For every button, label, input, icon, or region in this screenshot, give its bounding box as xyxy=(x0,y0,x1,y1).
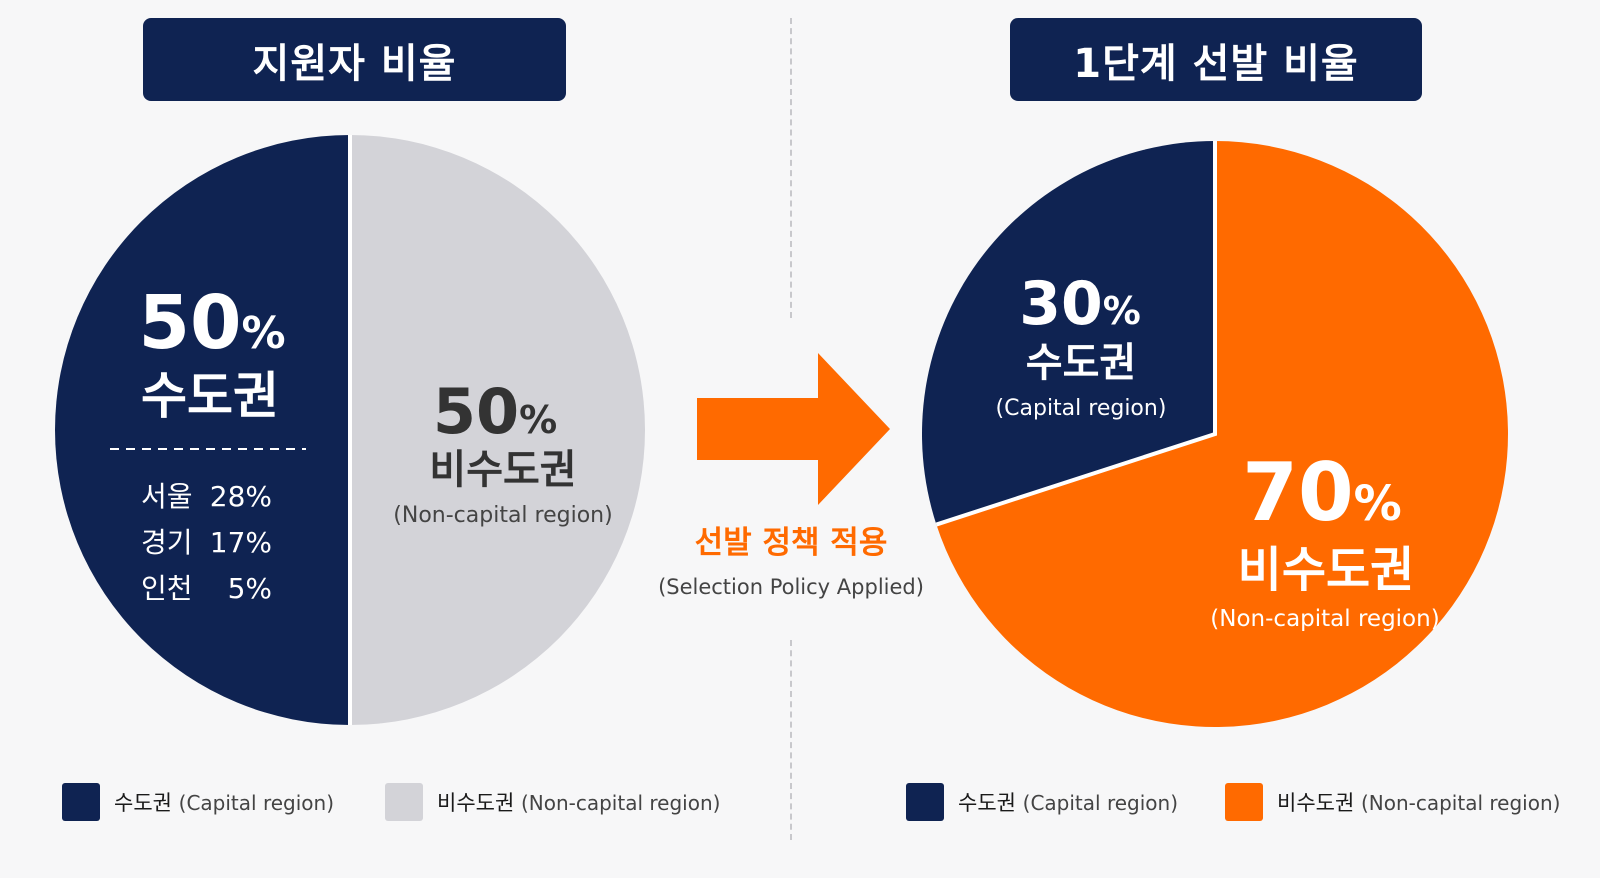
legend-label-en: (Non-capital region) xyxy=(1360,791,1561,815)
divider-top xyxy=(790,18,792,318)
legend-swatch-gray xyxy=(385,783,423,821)
legend-swatch-orange xyxy=(1225,783,1263,821)
divider-bottom xyxy=(790,640,792,840)
left-pie: 50% 수도권 서울 28% 경기 17% 인천 5% 50% 비수도권 (No… xyxy=(55,135,645,725)
left-capital-name: 수도권 xyxy=(141,367,279,425)
svg-text:70%: 70% xyxy=(1242,446,1401,539)
arrow-label-en: (Selection Policy Applied) xyxy=(658,575,924,599)
svg-text:30%: 30% xyxy=(1019,269,1141,339)
breakdown-value-gyeonggi: 17% xyxy=(210,526,272,559)
right-capital-percent-number: 30 xyxy=(1019,269,1103,339)
breakdown-value-seoul: 28% xyxy=(210,480,272,513)
breakdown-region-incheon: 인천 xyxy=(141,572,193,605)
right-pie: 30% 수도권 (Capital region) 70% 비수도권 (Non-c… xyxy=(922,141,1508,727)
left-non-capital-percent-sign: % xyxy=(519,398,557,442)
legend-swatch-navy xyxy=(62,783,100,821)
left-capital-percent-number: 50 xyxy=(138,280,241,366)
right-capital-name-en: (Capital region) xyxy=(996,396,1167,421)
svg-text:50%: 50% xyxy=(138,280,285,366)
left-slice-non-capital xyxy=(350,135,645,725)
left-capital-percent-sign: % xyxy=(241,308,285,359)
legend-label-ko: 수도권 xyxy=(114,791,172,815)
breakdown-region-seoul: 서울 xyxy=(141,480,193,513)
legend-label-en: (Capital region) xyxy=(1022,791,1178,815)
legend-label-ko: 비수도권 xyxy=(437,791,515,815)
breakdown-region-gyeonggi: 경기 xyxy=(141,526,193,559)
left-non-capital-name-en: (Non-capital region) xyxy=(393,503,612,528)
legend-label-en: (Capital region) xyxy=(178,791,334,815)
right-slice-non-capital xyxy=(936,141,1508,727)
legend-label-ko: 수도권 xyxy=(958,791,1016,815)
right-non-capital-percent-number: 70 xyxy=(1242,446,1353,539)
right-chart-title: 1단계 선발 비율 xyxy=(1010,18,1422,101)
right-slice-capital xyxy=(922,141,1215,525)
right-legend-capital: 수도권 (Capital region) xyxy=(906,783,1178,821)
legend-label-ko: 비수도권 xyxy=(1277,791,1355,815)
right-slice-separator xyxy=(935,141,1217,527)
right-capital-percent-sign: % xyxy=(1103,289,1141,333)
arrow-label-ko: 선발 정책 적용 xyxy=(695,525,888,561)
right-capital-name: 수도권 xyxy=(1026,340,1136,386)
breakdown-value-incheon: 5% xyxy=(228,572,272,605)
legend-label-en: (Non-capital region) xyxy=(520,791,721,815)
right-non-capital-name-en: (Non-capital region) xyxy=(1210,606,1439,632)
legend-swatch-navy xyxy=(906,783,944,821)
right-non-capital-name: 비수도권 xyxy=(1238,542,1415,598)
left-slice-capital xyxy=(55,135,350,725)
left-legend-capital: 수도권 (Capital region) xyxy=(62,783,334,821)
left-chart-title: 지원자 비율 xyxy=(143,18,566,101)
left-non-capital-name: 비수도권 xyxy=(429,447,576,493)
left-non-capital-percent-number: 50 xyxy=(433,375,519,448)
arrow-right-icon xyxy=(697,353,890,505)
right-non-capital-percent-sign: % xyxy=(1354,476,1402,532)
right-legend-non-capital: 비수도권 (Non-capital region) xyxy=(1225,783,1560,821)
svg-text:50%: 50% xyxy=(433,375,557,448)
left-legend-non-capital: 비수도권 (Non-capital region) xyxy=(385,783,720,821)
